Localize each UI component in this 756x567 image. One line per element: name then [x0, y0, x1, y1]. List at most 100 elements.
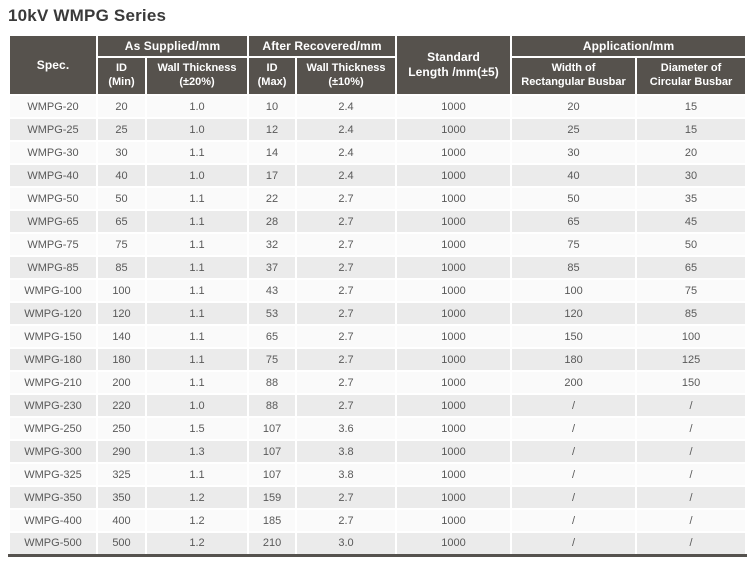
header-id-max-line2: (Max) — [257, 76, 287, 88]
cell-busbar_diameter: 15 — [635, 117, 748, 142]
cell-busbar_diameter: 65 — [635, 255, 748, 280]
cell-busbar_diameter: 75 — [635, 278, 748, 303]
cell-id_min: 30 — [96, 140, 147, 165]
cell-id_max: 37 — [247, 255, 298, 280]
cell-wall_recovered: 2.4 — [295, 163, 398, 188]
table-row: WMPG-350 350 1.2 159 2.7 1000// — [8, 485, 748, 510]
cell-std_length: 1000 — [395, 508, 513, 533]
cell-id_max: 17 — [247, 163, 298, 188]
cell-wall_recovered: 2.7 — [295, 278, 398, 303]
header-id-min-line2: (Min) — [108, 76, 135, 88]
cell-busbar_width: 75 — [510, 232, 638, 257]
cell-wall_recovered: 3.8 — [295, 462, 398, 487]
table-row: WMPG-210 200 1.1 88 2.7 1000 200 150 — [8, 370, 748, 395]
cell-id_max: 28 — [247, 209, 298, 234]
header-application: Application/mm — [510, 34, 748, 58]
header-busbar-diameter-line2: Circular Busbar — [649, 76, 733, 88]
cell-busbar_diameter: / — [635, 462, 748, 487]
cell-id_min: 325 — [96, 462, 147, 487]
header-group-row: Spec. As Supplied/mm After Recovered/mm … — [8, 34, 748, 96]
cell-wall_supplied: 1.1 — [144, 301, 250, 326]
cell-id_max: 65 — [247, 324, 298, 349]
cell-spec: WMPG-120 — [8, 301, 98, 326]
cell-busbar_width: 85 — [510, 255, 638, 280]
cell-wall_supplied: 1.1 — [144, 255, 250, 280]
cell-spec: WMPG-500 — [8, 531, 98, 556]
cell-id_min: 85 — [96, 255, 147, 280]
header-id-min: ID (Min) — [96, 56, 147, 96]
cell-id_max: 53 — [247, 301, 298, 326]
cell-std_length: 1000 — [395, 232, 513, 257]
cell-wall_recovered: 2.7 — [295, 485, 398, 510]
cell-busbar_width: / — [510, 508, 638, 533]
cell-spec: WMPG-400 — [8, 508, 98, 533]
cell-busbar_diameter: / — [635, 531, 748, 556]
cell-id_min: 220 — [96, 393, 147, 418]
header-busbar-diameter-line1: Diameter of — [660, 62, 722, 75]
cell-wall_recovered: 2.7 — [295, 324, 398, 349]
cell-wall_supplied: 1.0 — [144, 117, 250, 142]
table-row: WMPG-100 100 1.1 43 2.7 1000 100 75 — [8, 278, 748, 303]
cell-id_max: 185 — [247, 508, 298, 533]
cell-id_min: 40 — [96, 163, 147, 188]
cell-spec: WMPG-20 — [8, 94, 98, 119]
cell-wall_supplied: 1.1 — [144, 462, 250, 487]
cell-std_length: 1000 — [395, 439, 513, 464]
cell-std_length: 1000 — [395, 301, 513, 326]
cell-wall_recovered: 2.7 — [295, 232, 398, 257]
cell-wall_supplied: 1.0 — [144, 393, 250, 418]
cell-id_max: 10 — [247, 94, 298, 119]
cell-busbar_width: 25 — [510, 117, 638, 142]
cell-wall_supplied: 1.2 — [144, 485, 250, 510]
table-row: WMPG-50 50 1.1 22 2.7 1000 50 35 — [8, 186, 748, 211]
header-wall-recovered-line1: Wall Thickness — [306, 62, 386, 75]
cell-wall_supplied: 1.1 — [144, 347, 250, 372]
cell-id_min: 250 — [96, 416, 147, 441]
cell-busbar_diameter: 45 — [635, 209, 748, 234]
cell-busbar_width: 200 — [510, 370, 638, 395]
cell-std_length: 1000 — [395, 393, 513, 418]
cell-id_max: 12 — [247, 117, 298, 142]
cell-std_length: 1000 — [395, 370, 513, 395]
header-sub-row: ID (Min) Wall Thickness (±20%) ID (Max) … — [9, 56, 748, 96]
cell-spec: WMPG-230 — [8, 393, 98, 418]
cell-std_length: 1000 — [395, 485, 513, 510]
table-header: Spec. As Supplied/mm After Recovered/mm … — [8, 34, 748, 96]
cell-std_length: 1000 — [395, 347, 513, 372]
cell-busbar_width: 150 — [510, 324, 638, 349]
table-row: WMPG-300 290 1.3 107 3.8 1000// — [8, 439, 748, 464]
table-row: WMPG-230 220 1.0 88 2.7 1000// — [8, 393, 748, 418]
cell-wall_recovered: 2.7 — [295, 301, 398, 326]
cell-spec: WMPG-350 — [8, 485, 98, 510]
cell-busbar_diameter: 30 — [635, 163, 748, 188]
cell-id_min: 180 — [96, 347, 147, 372]
cell-busbar_width: / — [510, 439, 638, 464]
header-standard-length: Standard Length /mm(±5) — [395, 34, 513, 96]
header-wall-supplied-line1: Wall Thickness — [157, 62, 237, 75]
cell-id_max: 107 — [247, 462, 298, 487]
cell-busbar_diameter: / — [635, 416, 748, 441]
table-row: WMPG-400 400 1.2 185 2.7 1000// — [8, 508, 748, 533]
cell-spec: WMPG-85 — [8, 255, 98, 280]
cell-id_min: 100 — [96, 278, 147, 303]
cell-spec: WMPG-40 — [8, 163, 98, 188]
cell-wall_recovered: 2.4 — [295, 117, 398, 142]
cell-id_min: 400 — [96, 508, 147, 533]
table-row: WMPG-120 120 1.1 53 2.7 1000 120 85 — [8, 301, 748, 326]
cell-wall_supplied: 1.0 — [144, 163, 250, 188]
cell-wall_supplied: 1.0 — [144, 94, 250, 119]
header-standard-length-line1: Standard — [427, 50, 480, 64]
cell-busbar_width: 120 — [510, 301, 638, 326]
header-after-recovered: After Recovered/mm — [247, 34, 398, 58]
cell-std_length: 1000 — [395, 94, 513, 119]
cell-busbar_width: / — [510, 531, 638, 556]
cell-spec: WMPG-65 — [8, 209, 98, 234]
cell-std_length: 1000 — [395, 278, 513, 303]
page-title: 10kV WMPG Series — [8, 6, 167, 25]
cell-id_min: 200 — [96, 370, 147, 395]
cell-wall_supplied: 1.1 — [144, 140, 250, 165]
cell-busbar_diameter: 50 — [635, 232, 748, 257]
header-wall-recovered-line2: (±10%) — [328, 76, 364, 88]
cell-std_length: 1000 — [395, 324, 513, 349]
